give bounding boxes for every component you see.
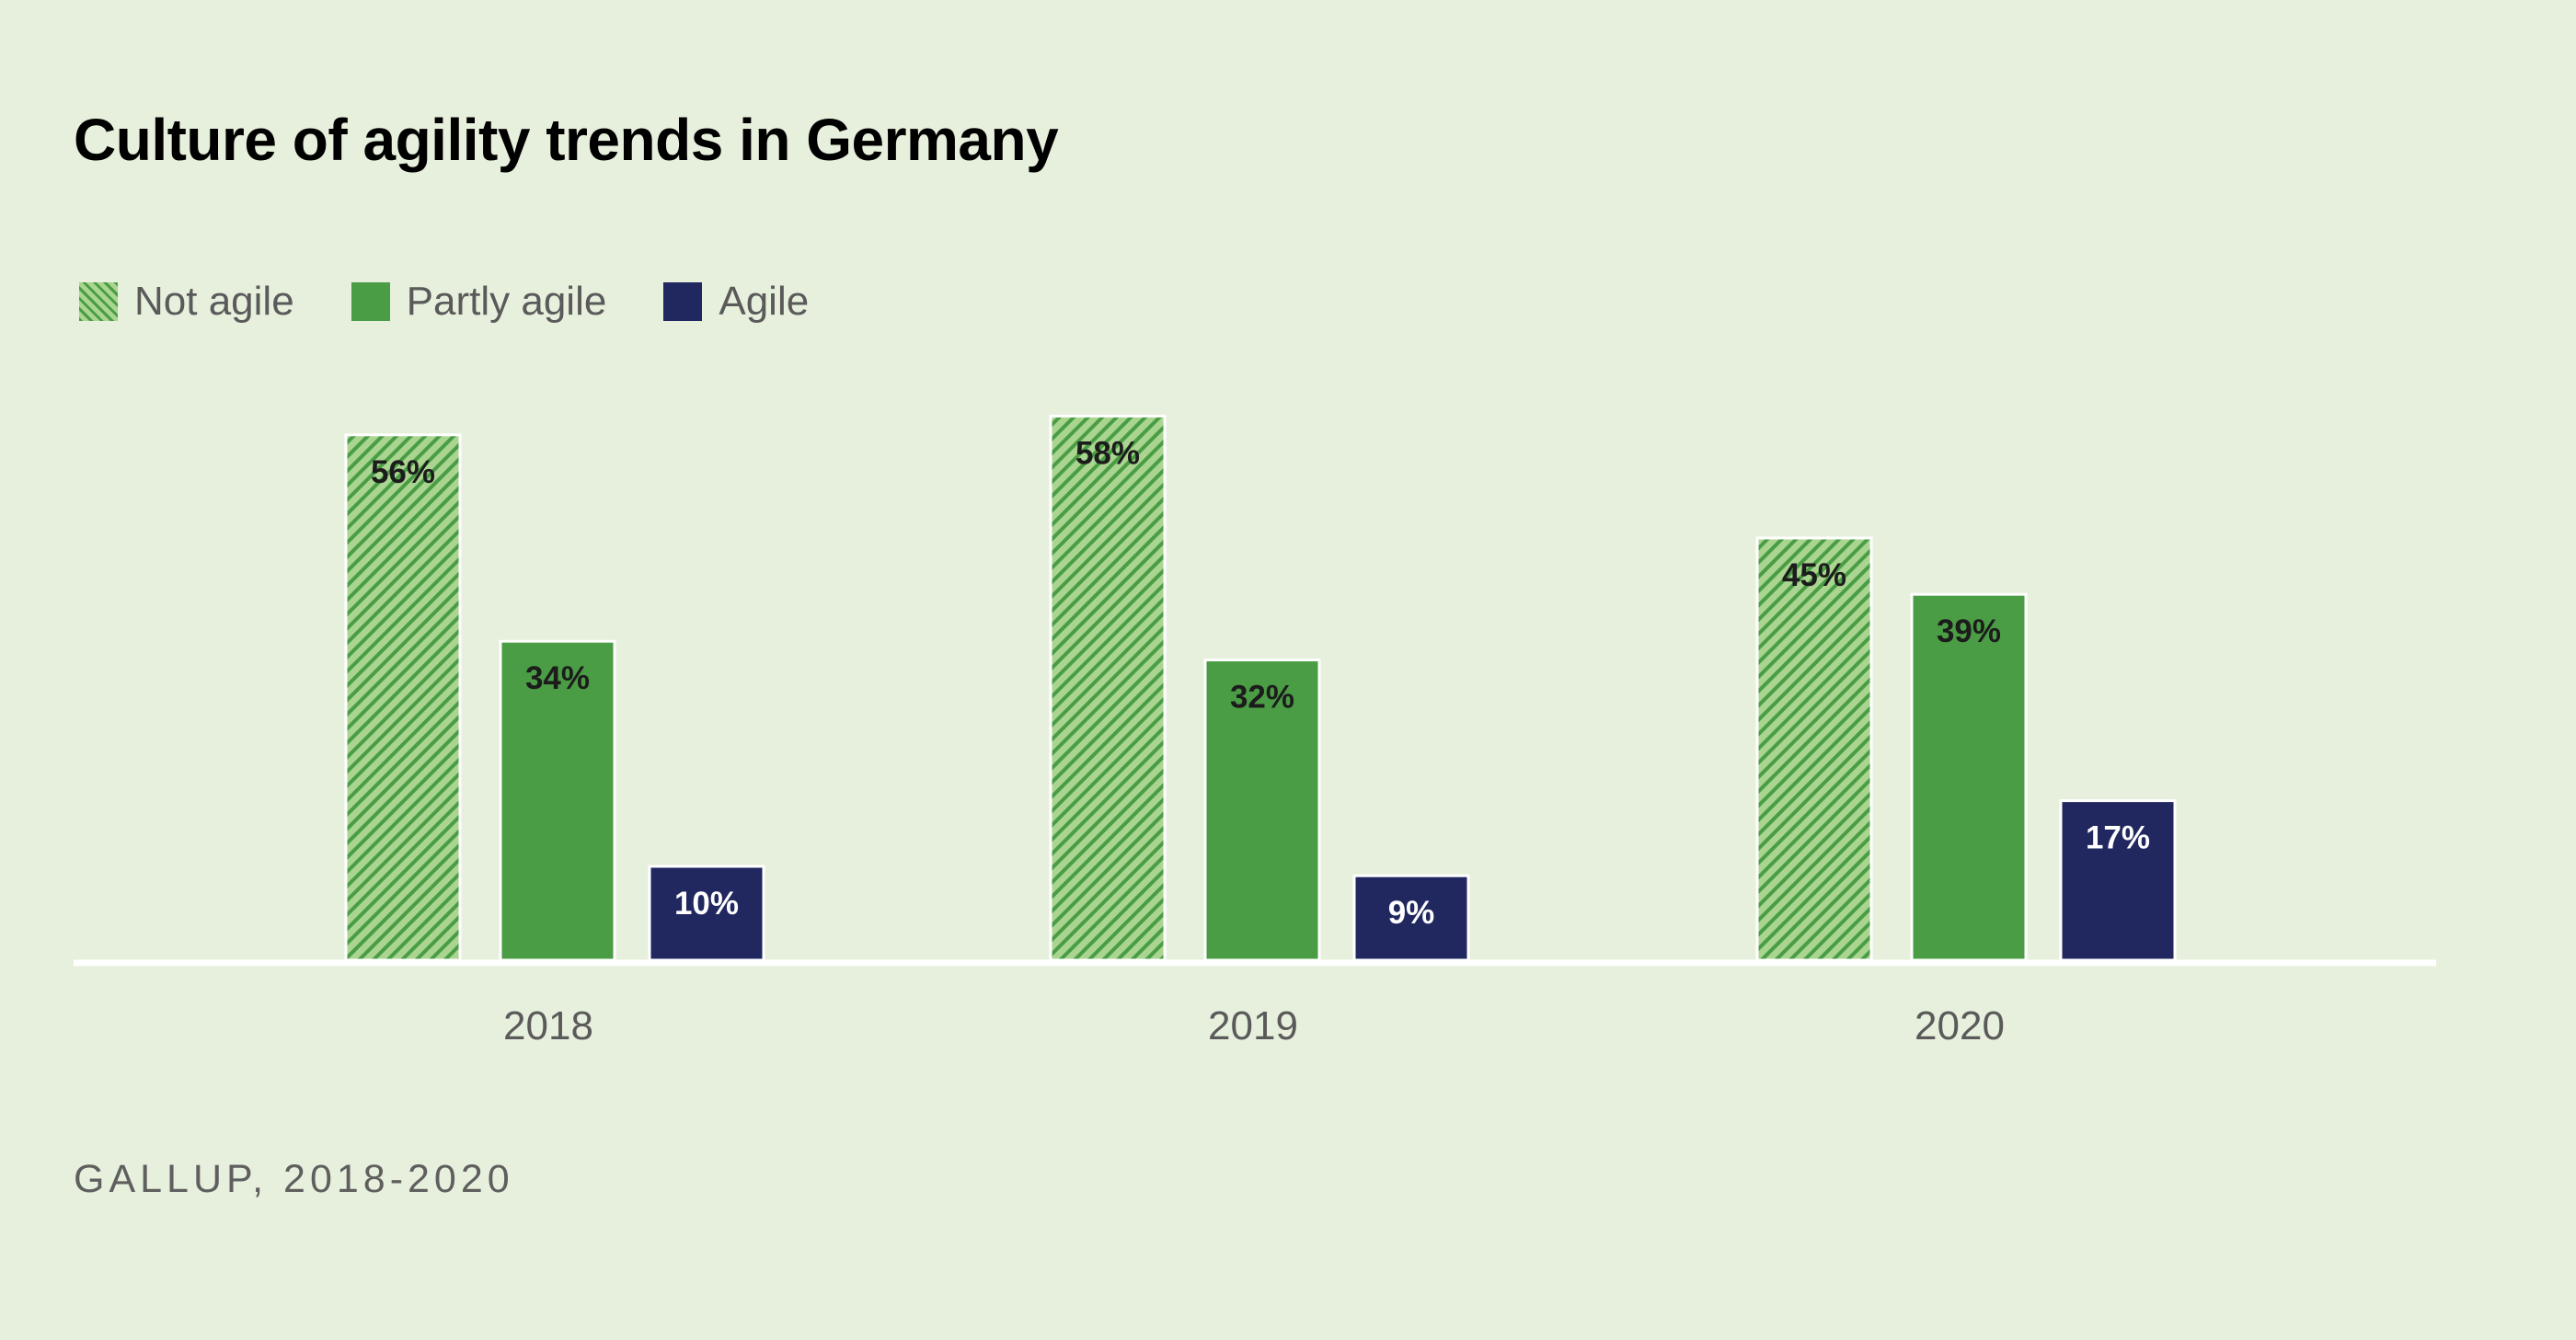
bar-not-agile-2020 <box>1755 536 1873 962</box>
data-label-not-agile-2019: 58% <box>1075 435 1140 471</box>
bar-partly-agile-2020 <box>1910 592 2028 962</box>
data-label-partly-agile-2020: 39% <box>1937 613 2001 649</box>
legend-label-not-agile: Not agile <box>134 279 294 324</box>
source-note: GALLUP, 2018-2020 <box>74 1157 514 1201</box>
legend-label-partly-agile: Partly agile <box>406 279 607 324</box>
x-axis-labels: 2018 2019 2020 <box>503 1003 2005 1048</box>
bar-agile-2018 <box>648 865 765 962</box>
data-label-agile-2019: 9% <box>1388 895 1435 931</box>
data-label-not-agile-2020: 45% <box>1782 557 1846 593</box>
legend-item-agile: Agile <box>663 279 809 325</box>
chart-title: Culture of agility trends in Germany <box>74 107 1059 173</box>
x-tick-label-2018: 2018 <box>503 1003 593 1048</box>
bar-agile-2019 <box>1352 874 1470 962</box>
x-tick-label-2019: 2019 <box>1208 1003 1298 1048</box>
data-label-partly-agile-2018: 34% <box>525 660 590 696</box>
legend-swatch-partly-agile <box>351 282 390 321</box>
data-label-agile-2020: 17% <box>2086 820 2150 856</box>
bar-partly-agile-2019 <box>1203 659 1321 962</box>
bar-not-agile-2019 <box>1049 414 1167 962</box>
legend-swatch-not-agile <box>79 282 118 321</box>
legend-item-not-agile: Not agile <box>79 279 294 325</box>
legend-swatch-agile <box>663 282 703 321</box>
data-label-not-agile-2018: 56% <box>371 454 435 490</box>
data-label-agile-2018: 10% <box>674 886 739 922</box>
data-label-partly-agile-2019: 32% <box>1230 680 1294 716</box>
legend-item-partly-agile: Partly agile <box>351 279 607 325</box>
legend: Not agile Partly agile Agile <box>79 276 866 327</box>
bar-partly-agile-2018 <box>499 639 616 962</box>
legend-label-agile: Agile <box>719 279 810 324</box>
bar-not-agile-2018 <box>344 433 462 962</box>
bars-group: 56% 34% 10% 58% 32% 9% 45% 39% 17% <box>344 414 2177 962</box>
x-tick-label-2020: 2020 <box>1915 1003 2005 1048</box>
